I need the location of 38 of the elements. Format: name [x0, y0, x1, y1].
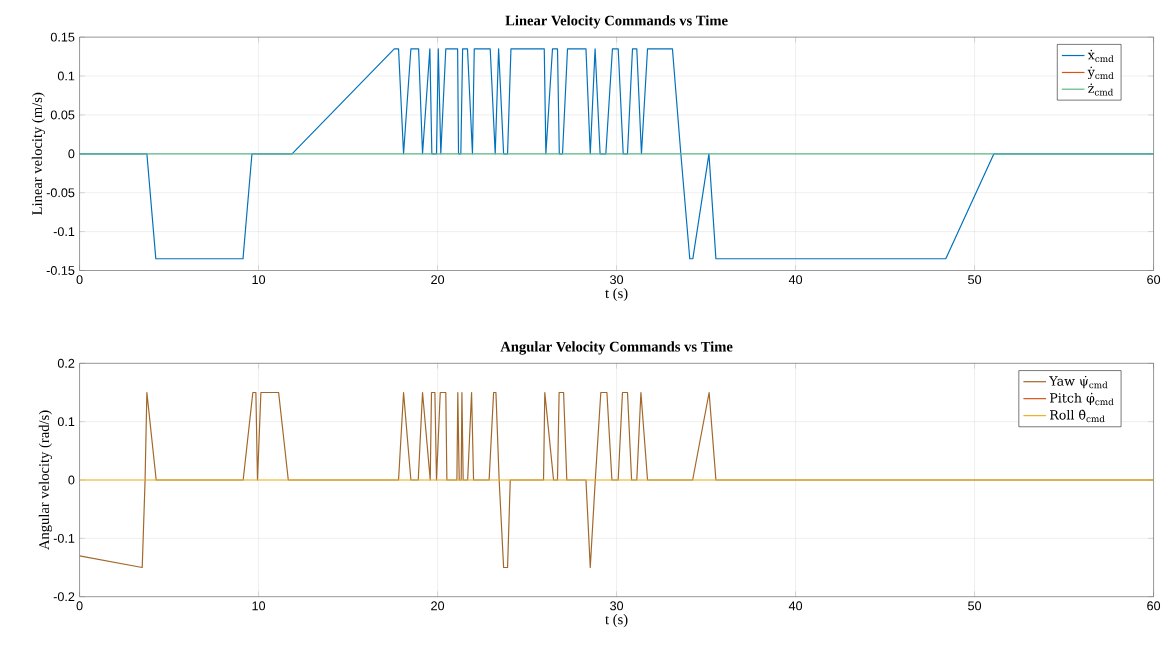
y-tick-label: -0.1 — [53, 533, 75, 543]
y-axis-title: Linear velocity (m/s) — [31, 92, 46, 215]
y-tick-label: 0.05 — [50, 110, 75, 120]
x-tick-label: 10 — [252, 274, 266, 284]
legend-label: ż$_{cmd}$ — [1088, 83, 1114, 96]
y-tick-label: 0.2 — [57, 358, 75, 368]
y-tick-label: -0.05 — [46, 188, 75, 197]
x-tick-label: 40 — [788, 601, 803, 611]
y-tick-label: -0.1 — [53, 226, 75, 236]
x-axis-title: t (s) — [605, 613, 628, 628]
y-tick-label: 0.1 — [57, 417, 75, 426]
x-tick-label: 60 — [1147, 601, 1161, 611]
y-tick-label: -0.15 — [46, 265, 75, 275]
x-tick-label: 0 — [76, 601, 83, 611]
legend-label: Pitch φ̇$_{cmd}$ — [1049, 392, 1114, 406]
y-tick-label: 0 — [68, 475, 75, 485]
chart-title: Linear Velocity Commands vs Time — [505, 15, 728, 29]
x-tick-label: 60 — [1147, 274, 1161, 284]
x-tick-label: 30 — [610, 274, 624, 284]
y-tick-label: 0 — [68, 149, 75, 159]
y-axis-title: Angular velocity (rad/s) — [38, 410, 53, 550]
x-tick-label: 10 — [252, 601, 266, 611]
y-tick-label: 0.15 — [50, 32, 75, 42]
legend-label: Yaw ψ̇$_{cmd}$ — [1049, 375, 1108, 389]
x-tick-label: 40 — [788, 274, 803, 284]
x-tick-label: 20 — [431, 601, 445, 611]
legend-label: ẏ$_{cmd}$ — [1087, 66, 1114, 79]
legend-label: ẋ$_{cmd}$ — [1087, 49, 1114, 62]
x-tick-label: 20 — [431, 274, 445, 284]
x-tick-label: 50 — [968, 601, 982, 611]
chart-title: Angular Velocity Commands vs Time — [500, 341, 733, 355]
x-tick-label: 50 — [968, 274, 982, 284]
y-tick-label: 0.1 — [57, 71, 75, 81]
x-axis-title: t (s) — [605, 287, 628, 301]
y-tick-label: -0.2 — [53, 592, 75, 601]
x-tick-label: 0 — [76, 274, 83, 284]
x-tick-label: 30 — [610, 601, 624, 611]
legend-label: Roll θ̇$_{cmd}$ — [1049, 409, 1105, 423]
